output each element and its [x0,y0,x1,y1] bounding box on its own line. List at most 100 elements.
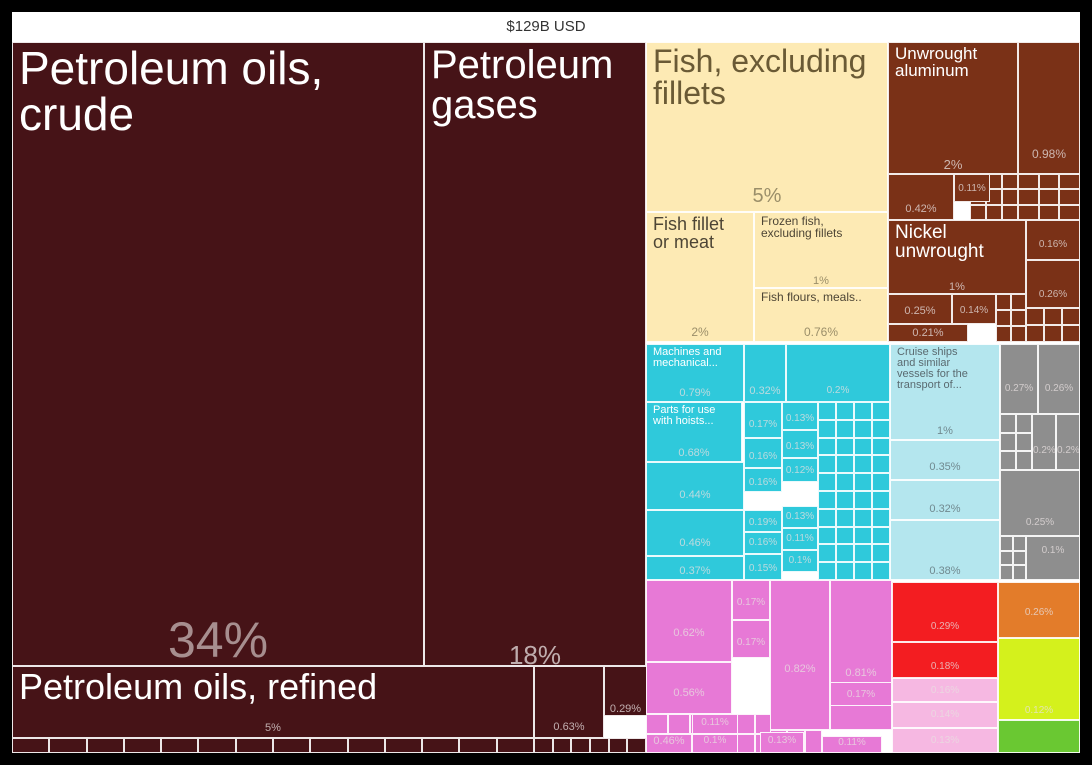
treemap-subtile [422,738,460,753]
tile-percentage: 0.82% [784,663,816,675]
treemap-subtile [872,402,890,420]
treemap-subtile [590,738,609,753]
treemap-subtile [872,491,890,509]
tile-percentage: 0.13% [785,441,815,452]
treemap-subtile [854,402,872,420]
treemap-subtile [496,738,534,753]
treemap-subtile [627,738,646,753]
tile-percentage: 18% [508,640,562,666]
treemap-subtile [1044,308,1062,325]
treemap-subtile [836,455,854,474]
tile-percentage: 0.1% [703,735,727,746]
treemap-tile: 0.13% [892,728,998,753]
tile-percentage: 0.26% [1044,383,1074,394]
treemap-subtile [818,419,836,438]
treemap-subtile [836,473,854,491]
treemap-tile: 0.29% [604,666,647,716]
tile-percentage: 0.25% [904,305,936,317]
treemap-tile: 0.13% [782,506,818,528]
tile-percentage: 5% [752,185,782,207]
tile-percentage: 0.17% [748,419,778,430]
treemap-tile: 0.26% [1038,344,1080,414]
treemap-tile: 0.13% [782,430,818,458]
treemap-subtile [1000,550,1013,566]
treemap-subtile [1013,550,1026,566]
treemap-subtile [1000,432,1016,452]
tile-percentage: 0.98% [1031,147,1067,161]
treemap-tile: Parts for use with hoists... 0.68% [646,402,742,462]
tile-percentage: 0.2% [1057,445,1080,456]
treemap-subtile [49,738,87,753]
treemap-subtile [1000,536,1013,551]
treemap-tile: 0.14% [952,294,996,324]
tile-percentage: 1% [937,425,953,437]
treemap-tile: 0.19% [744,510,782,532]
tile-percentage: 0.14% [930,709,960,720]
treemap-subtile [86,738,124,753]
treemap-tile: 0.11% [692,714,738,734]
treemap-subtile [872,437,890,456]
tile-percentage: 0.13% [767,735,797,746]
tile-label: Frozen fish, excluding fillets [761,214,843,240]
treemap-subtile [608,738,628,753]
treemap-tile: 0.13% [782,402,818,430]
tile-percentage: 0.17% [846,689,876,700]
tile-percentage: 0.16% [748,451,778,462]
treemap-subtile [1000,451,1016,470]
tile-percentage: 0.13% [785,413,815,424]
treemap-tile: 0.32% [744,344,786,402]
treemap-subtile [1013,565,1026,580]
treemap-subtile [854,508,872,527]
treemap-tile: 0.17% [732,580,770,620]
tile-percentage: 0.32% [929,503,961,515]
tile-percentage: 0.17% [736,637,766,648]
tile-label: Fish flours, meals.. [761,290,862,304]
treemap-tile: 0.25% [888,294,952,324]
treemap-subtile [161,738,199,753]
treemap-subtile [1018,189,1039,205]
treemap-tile: 0.26% [998,582,1080,638]
tile-percentage: 0.16% [748,537,778,548]
treemap-tile: 0.11% [954,174,990,202]
tile-percentage: 1% [813,275,829,287]
treemap-subtile [836,562,854,580]
tile-percentage: 0.12% [785,465,815,476]
tile-percentage: 0.14% [959,305,989,316]
treemap-subtile [459,738,497,753]
treemap-subtile [818,508,836,527]
treemap-tile: 0.11% [782,528,818,550]
treemap-tile: 0.98% [1018,42,1080,174]
tile-percentage: 0.19% [748,517,778,528]
tile-percentage: 0.15% [748,563,778,574]
treemap-subtile [1016,432,1032,452]
treemap-subtile [571,738,590,753]
treemap-tile: 0.25% [1000,470,1080,536]
tile-percentage: 0.63% [553,721,585,733]
tile-percentage: 0.46% [653,735,685,747]
tile-percentage: 0.13% [785,511,815,522]
treemap-subtile [1000,414,1016,433]
tile-label: Fish, excluding fillets [653,43,867,111]
treemap-subtile [854,419,872,438]
treemap-tile: 0.15% [744,554,782,580]
treemap-subtile [347,738,385,753]
tile-percentage: 0.62% [673,627,705,639]
treemap-tile: 0.13% [760,732,804,753]
tile-label: Petroleum oils, refined [19,666,378,707]
treemap-tile: 0.42% [888,174,954,220]
tile-percentage: 0.16% [1038,239,1068,250]
treemap-subtile [872,526,890,545]
treemap-subtile [836,508,854,527]
treemap-subtile [1062,308,1080,325]
treemap-tile: 0.17% [744,402,782,438]
treemap-subtile [1059,204,1080,220]
treemap-subtile [667,714,690,734]
treemap-subtile [836,526,854,545]
tile-label: Unwrought aluminum [895,44,978,80]
treemap-subtile [1038,189,1060,205]
tile-percentage: 0.42% [905,203,937,215]
treemap-subtile [872,419,890,438]
treemap-subtile [818,526,836,545]
treemap-subtile [818,402,836,420]
treemap-tile: 0.46% [646,510,744,556]
